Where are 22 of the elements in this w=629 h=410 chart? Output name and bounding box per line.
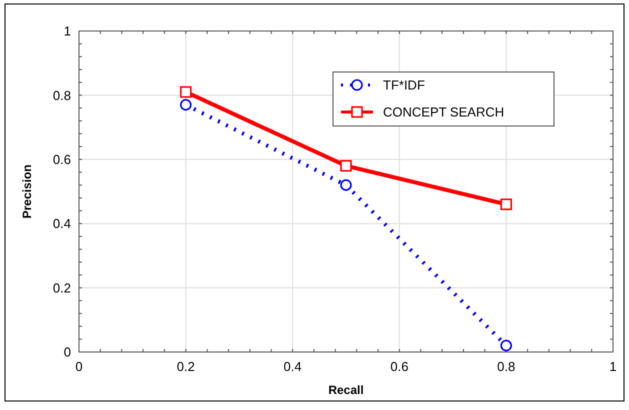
legend-label: CONCEPT SEARCH (383, 104, 504, 120)
x-axis-title: Recall (328, 383, 364, 397)
x-tick-label: 0 (75, 359, 83, 374)
y-tick-label: 0.4 (52, 216, 71, 232)
y-tick-label: 0.2 (52, 280, 71, 296)
legend-label: TF*IDF (383, 78, 425, 93)
point (500, 198, 512, 210)
y-tick-label: 0.6 (52, 152, 71, 167)
x-tick-label: 0.8 (497, 359, 516, 374)
x-tick-label: 0.4 (284, 359, 302, 374)
point (340, 179, 352, 191)
y-tick-label: 0 (64, 344, 71, 360)
y-axis-title: Precision (20, 164, 34, 219)
x-tick-label: 0.2 (176, 359, 195, 374)
y-tick-label: 0.8 (52, 88, 71, 103)
point (340, 160, 352, 172)
point (180, 99, 192, 111)
x-tick-label: 1 (609, 359, 617, 374)
point (180, 86, 192, 98)
point (500, 340, 512, 352)
x-tick-label: 0.6 (390, 359, 408, 374)
y-tick-label: 1 (64, 24, 71, 39)
